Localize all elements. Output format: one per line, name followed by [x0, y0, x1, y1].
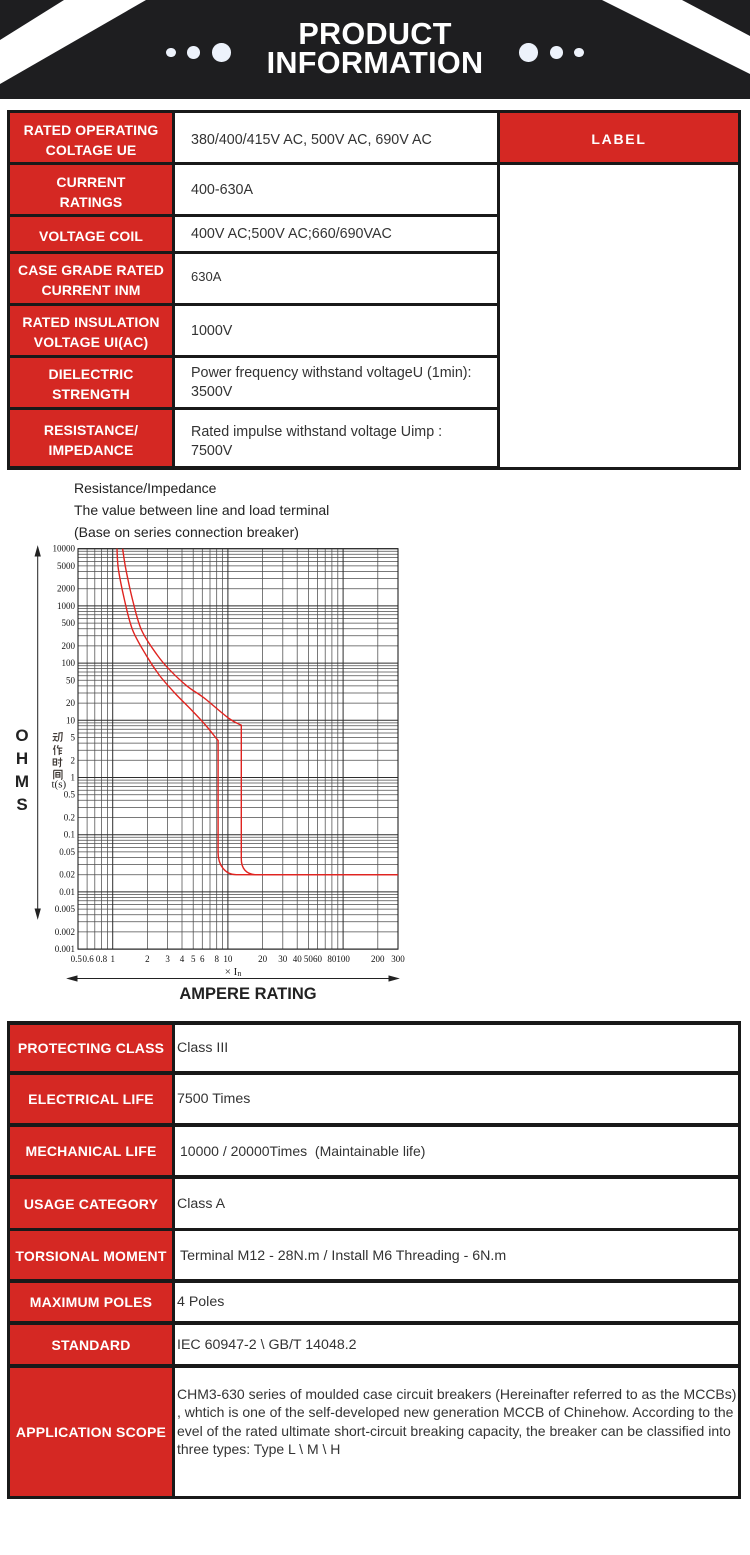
svg-text:0.05: 0.05 [59, 847, 75, 857]
svg-text:200: 200 [371, 954, 385, 964]
svg-text:0.5: 0.5 [64, 790, 76, 800]
svg-text:300: 300 [391, 954, 405, 964]
svg-text:1: 1 [110, 954, 115, 964]
svg-text:0.002: 0.002 [55, 927, 75, 937]
svg-text:5000: 5000 [57, 561, 76, 571]
svg-text:20: 20 [258, 954, 268, 964]
svg-text:10: 10 [66, 715, 76, 725]
svg-text:0.005: 0.005 [55, 904, 76, 914]
svg-text:30: 30 [278, 954, 288, 964]
svg-text:60: 60 [313, 954, 323, 964]
svg-text:0.5: 0.5 [71, 954, 83, 964]
svg-text:2: 2 [145, 954, 150, 964]
svg-text:0.02: 0.02 [59, 870, 75, 880]
svg-text:2000: 2000 [57, 584, 76, 594]
svg-text:3: 3 [165, 954, 170, 964]
svg-text:t(s): t(s) [52, 779, 67, 791]
svg-text:0.001: 0.001 [55, 944, 75, 954]
svg-text:80: 80 [327, 954, 337, 964]
svg-text:5: 5 [191, 954, 196, 964]
svg-text:0.1: 0.1 [64, 830, 75, 840]
svg-text:20: 20 [66, 698, 76, 708]
svg-text:100: 100 [336, 954, 350, 964]
svg-text:50: 50 [66, 675, 76, 685]
svg-text:10: 10 [223, 954, 233, 964]
svg-text:1: 1 [71, 773, 76, 783]
svg-text:500: 500 [62, 618, 76, 628]
svg-text:0.6: 0.6 [82, 954, 94, 964]
svg-text:40: 40 [293, 954, 303, 964]
svg-text:100: 100 [62, 658, 76, 668]
svg-text:0.8: 0.8 [96, 954, 108, 964]
svg-text:4: 4 [180, 954, 185, 964]
svg-text:10000: 10000 [53, 544, 76, 554]
svg-text:50: 50 [304, 954, 314, 964]
svg-text:0.01: 0.01 [59, 887, 75, 897]
svg-text:0.2: 0.2 [64, 813, 75, 823]
svg-text:2: 2 [71, 755, 76, 765]
svg-text:× In: × In [225, 966, 242, 978]
svg-text:1000: 1000 [57, 601, 76, 611]
svg-text:8: 8 [214, 954, 219, 964]
svg-text:6: 6 [200, 954, 205, 964]
svg-text:5: 5 [71, 733, 76, 743]
svg-text:200: 200 [62, 641, 76, 651]
